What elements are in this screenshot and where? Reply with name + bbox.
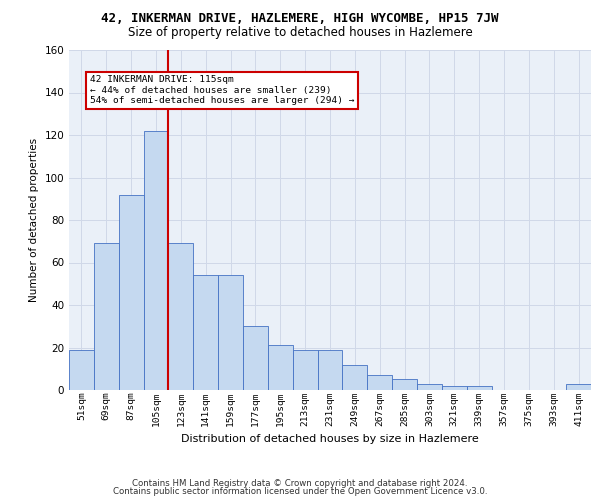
Bar (69, 350, 94, 390)
Text: Contains public sector information licensed under the Open Government Licence v3: Contains public sector information licen… (113, 487, 487, 496)
Bar (417, 384, 442, 390)
Text: 42, INKERMAN DRIVE, HAZLEMERE, HIGH WYCOMBE, HP15 7JW: 42, INKERMAN DRIVE, HAZLEMERE, HIGH WYCO… (101, 12, 499, 26)
Bar (367, 375, 392, 390)
Bar (317, 350, 343, 390)
Bar (467, 386, 491, 390)
Bar (343, 364, 367, 390)
Text: Size of property relative to detached houses in Hazlemere: Size of property relative to detached ho… (128, 26, 472, 39)
Text: 42 INKERMAN DRIVE: 115sqm
← 44% of detached houses are smaller (239)
54% of semi: 42 INKERMAN DRIVE: 115sqm ← 44% of detac… (90, 76, 355, 106)
Y-axis label: Number of detached properties: Number of detached properties (29, 138, 39, 302)
X-axis label: Distribution of detached houses by size in Hazlemere: Distribution of detached houses by size … (181, 434, 479, 444)
Bar (143, 130, 169, 390)
Bar (566, 384, 591, 390)
Bar (442, 386, 467, 390)
Text: Contains HM Land Registry data © Crown copyright and database right 2024.: Contains HM Land Registry data © Crown c… (132, 478, 468, 488)
Bar (119, 194, 143, 390)
Bar (193, 275, 218, 390)
Bar (268, 346, 293, 390)
Bar (392, 380, 417, 390)
Bar (94, 244, 119, 390)
Bar (293, 350, 317, 390)
Bar (243, 326, 268, 390)
Bar (218, 275, 243, 390)
Bar (169, 244, 193, 390)
